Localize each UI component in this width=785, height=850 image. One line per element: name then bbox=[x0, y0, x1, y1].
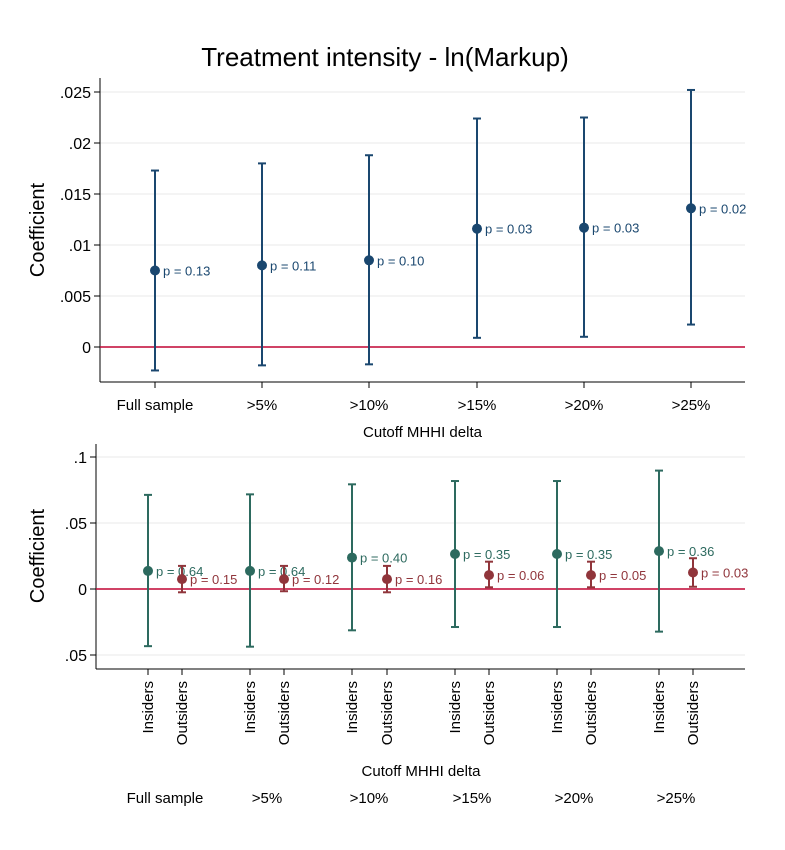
point-estimate bbox=[450, 549, 460, 560]
x-group-label: Full sample bbox=[127, 790, 204, 807]
point-estimate bbox=[364, 255, 374, 266]
p-value-label: p = 0.03 bbox=[592, 221, 639, 236]
point-estimate bbox=[347, 552, 357, 563]
x-subcategory-label: Outsiders bbox=[685, 681, 702, 745]
point-estimate bbox=[177, 574, 187, 585]
x-subcategory-label: Insiders bbox=[344, 681, 361, 734]
p-value-label: p = 0.05 bbox=[599, 568, 646, 583]
y-tick-label: .05 bbox=[65, 516, 87, 533]
x-subcategory-label: Outsiders bbox=[276, 681, 293, 745]
p-value-label: p = 0.64 bbox=[258, 564, 305, 579]
point-estimate bbox=[143, 565, 153, 576]
y-tick-label: .02 bbox=[69, 136, 91, 153]
y-axis-title: Coefficient bbox=[27, 508, 49, 603]
point-estimate bbox=[579, 222, 589, 233]
point-estimate bbox=[586, 570, 596, 581]
p-value-label: p = 0.03 bbox=[485, 222, 532, 237]
y-tick-label: .01 bbox=[69, 238, 91, 255]
x-subcategory-label: Outsiders bbox=[174, 681, 191, 745]
y-tick-label: .05 bbox=[65, 648, 87, 665]
y-tick-label: .1 bbox=[74, 450, 87, 467]
point-estimate bbox=[279, 574, 289, 585]
y-tick-label: 0 bbox=[82, 340, 91, 357]
x-axis-title: Cutoff MHHI delta bbox=[362, 763, 482, 780]
point-estimate bbox=[552, 549, 562, 560]
y-tick-label: .015 bbox=[60, 187, 91, 204]
point-estimate bbox=[654, 546, 664, 557]
p-value-label: p = 0.40 bbox=[360, 551, 407, 566]
p-value-label: p = 0.02 bbox=[699, 201, 746, 216]
x-subcategory-label: Insiders bbox=[651, 681, 668, 734]
p-value-label: p = 0.64 bbox=[156, 564, 203, 579]
p-value-label: p = 0.12 bbox=[292, 572, 339, 587]
p-value-label: p = 0.15 bbox=[190, 572, 237, 587]
x-subcategory-label: Outsiders bbox=[583, 681, 600, 745]
p-value-label: p = 0.35 bbox=[565, 547, 612, 562]
y-tick-label: .025 bbox=[60, 85, 91, 102]
p-value-label: p = 0.06 bbox=[497, 568, 544, 583]
x-subcategory-label: Outsiders bbox=[481, 681, 498, 745]
x-group-label: >10% bbox=[350, 790, 389, 807]
x-tick-label: >20% bbox=[565, 397, 604, 414]
point-estimate bbox=[472, 223, 482, 234]
y-tick-label: 0 bbox=[78, 582, 87, 599]
point-estimate bbox=[150, 265, 160, 276]
p-value-label: p = 0.16 bbox=[395, 572, 442, 587]
x-group-label: >5% bbox=[252, 790, 282, 807]
x-tick-label: >15% bbox=[458, 397, 497, 414]
x-subcategory-label: Outsiders bbox=[379, 681, 396, 745]
x-group-label: >15% bbox=[453, 790, 492, 807]
y-axis-title: Coefficient bbox=[27, 182, 49, 277]
x-tick-label: >10% bbox=[350, 397, 389, 414]
top-panel: 0 .005 .01 .015 .02 .025 Full sample >5% >10% >15… bbox=[27, 78, 746, 441]
x-tick-label: >25% bbox=[672, 397, 711, 414]
x-group-label: >20% bbox=[555, 790, 594, 807]
y-tick-label: .005 bbox=[60, 289, 91, 306]
p-value-label: p = 0.11 bbox=[270, 258, 316, 273]
point-estimate bbox=[484, 570, 494, 581]
p-value-label: p = 0.36 bbox=[667, 544, 714, 559]
x-subcategory-label: Insiders bbox=[549, 681, 566, 734]
p-value-label: p = 0.13 bbox=[163, 264, 210, 279]
point-estimate bbox=[382, 574, 392, 585]
point-estimate bbox=[688, 567, 698, 578]
x-tick-label: Full sample bbox=[117, 397, 194, 414]
x-tick-label: >5% bbox=[247, 397, 277, 414]
x-subcategory-label: Insiders bbox=[140, 681, 157, 734]
x-subcategory-label: Insiders bbox=[242, 681, 259, 734]
p-value-label: p = 0.03 bbox=[701, 566, 748, 581]
x-subcategory-label: Insiders bbox=[447, 681, 464, 734]
p-value-label: p = 0.35 bbox=[463, 547, 510, 562]
point-estimate bbox=[245, 565, 255, 576]
chart-title: Treatment intensity - ln(Markup) bbox=[201, 42, 568, 72]
x-axis-title: Cutoff MHHI delta bbox=[363, 424, 483, 441]
point-estimate bbox=[686, 203, 696, 214]
p-value-label: p = 0.10 bbox=[377, 253, 424, 268]
point-estimate bbox=[257, 260, 267, 271]
bottom-panel: .05 0 .05 .1 Insiders Insiders Insiders Insider… bbox=[27, 444, 748, 807]
x-group-label: >25% bbox=[657, 790, 696, 807]
